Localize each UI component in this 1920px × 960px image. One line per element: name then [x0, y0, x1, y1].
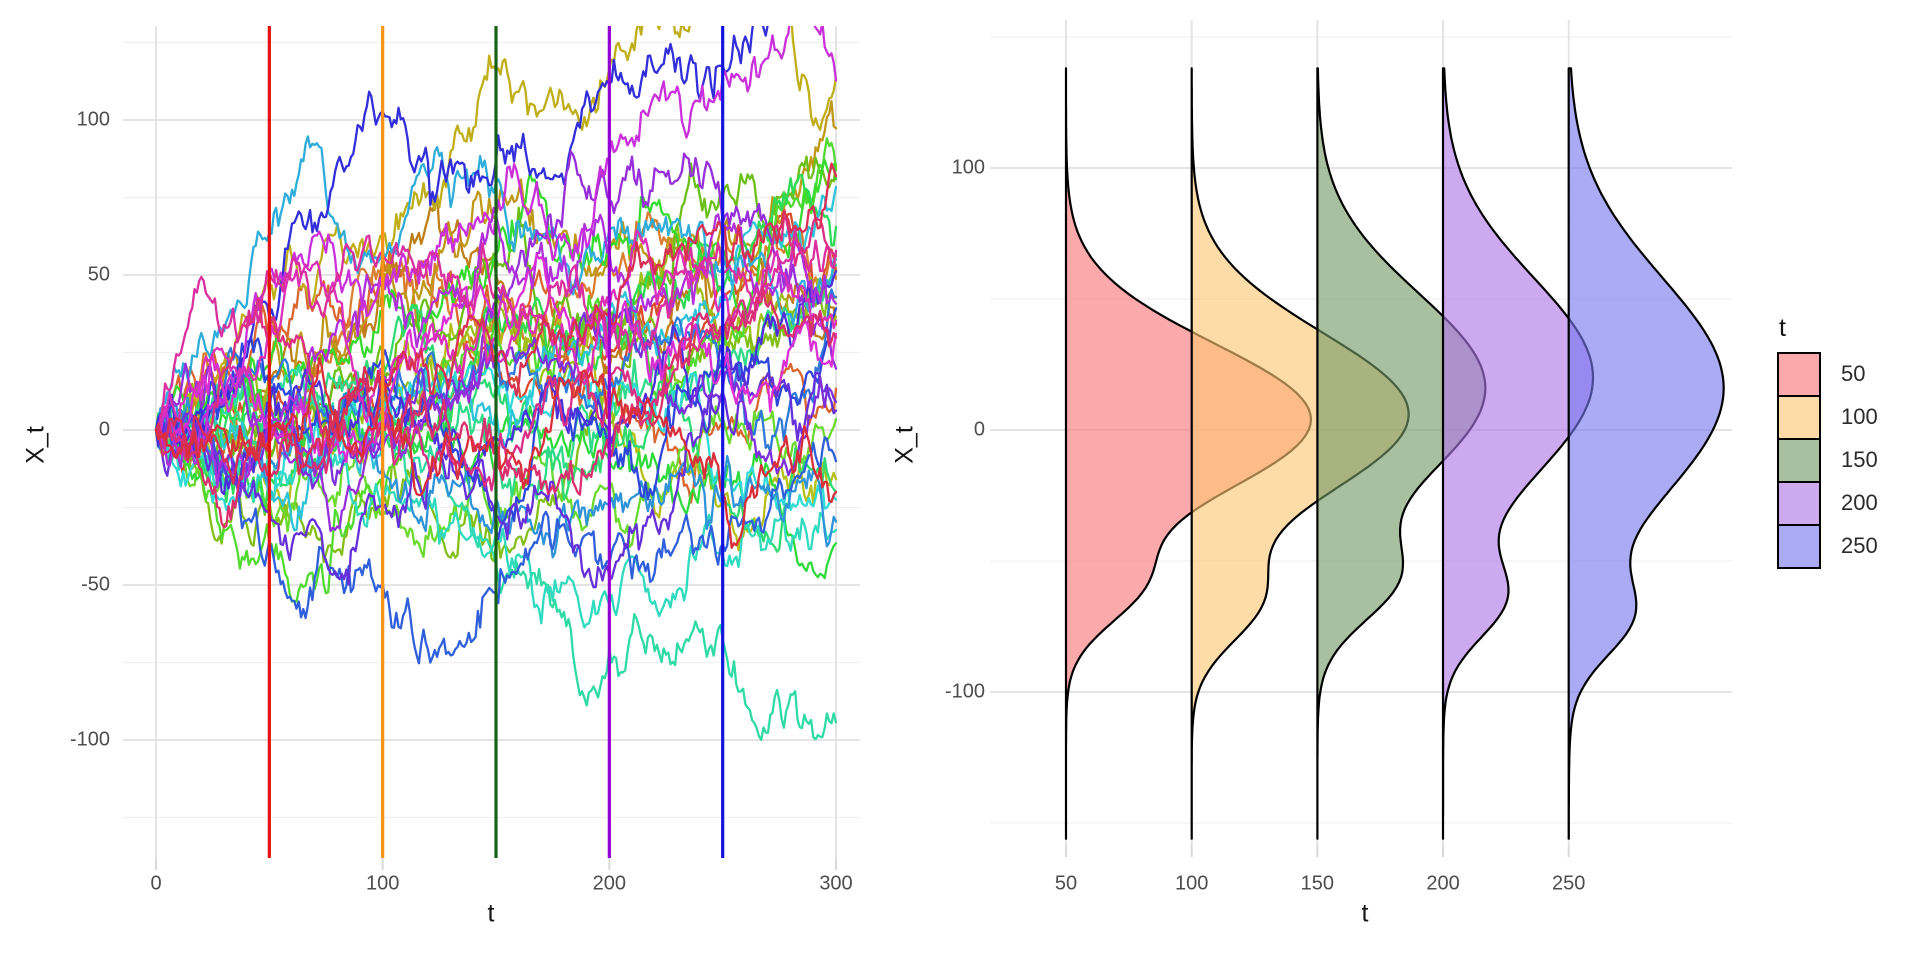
left-x-tick-label: 300	[819, 872, 853, 895]
right-y-tick-label: 0	[973, 418, 985, 441]
right-x-axis-title: t	[1361, 899, 1369, 928]
left-y-tick-label: 0	[98, 418, 110, 441]
legend-swatch	[1777, 481, 1821, 526]
legend: t 50 100 150 200 250	[1777, 314, 1878, 569]
legend-entry-label: 50	[1841, 360, 1866, 386]
legend-swatch	[1777, 524, 1821, 569]
right-y-tick-label: 100	[951, 156, 985, 179]
legend-entry: 150	[1777, 438, 1878, 483]
left-y-tick-label: 50	[87, 263, 110, 286]
right-x-tick-label: 200	[1426, 872, 1460, 895]
legend-title: t	[1779, 314, 1786, 342]
right-y-tick-label: -100	[944, 680, 985, 703]
legend-entries: 50 100 150 200 250	[1777, 352, 1878, 569]
left-x-axis-title: t	[487, 899, 495, 928]
left-x-tick-label: 0	[150, 872, 162, 895]
density-ridge-t-250	[1567, 67, 1725, 840]
legend-entry-label: 100	[1841, 403, 1878, 429]
legend-entry-label: 150	[1841, 446, 1878, 472]
right-x-tick-label: 100	[1174, 872, 1209, 895]
density-ridge-t-200	[1441, 67, 1595, 840]
left-x-tick-label: 200	[592, 872, 627, 895]
right-x-tick-label: 250	[1552, 872, 1586, 895]
legend-swatch	[1777, 352, 1821, 397]
legend-entry: 50	[1777, 352, 1878, 397]
legend-entry: 100	[1777, 395, 1878, 440]
legend-swatch	[1777, 438, 1821, 483]
density-ridges-layer	[1064, 67, 1725, 840]
left-y-tick-label: 100	[76, 108, 110, 131]
left-x-tick-label: 100	[365, 872, 400, 895]
left-y-axis-title: X_t	[21, 426, 50, 464]
right-x-tick-label: 50	[1054, 872, 1078, 895]
left-y-tick-label: -100	[69, 728, 110, 751]
right-y-axis-title: X_t	[890, 426, 919, 464]
legend-entry-label: 250	[1841, 532, 1878, 558]
legend-entry-label: 200	[1841, 489, 1878, 515]
left-y-tick-label: -50	[81, 573, 110, 596]
right-x-tick-label: 150	[1300, 872, 1335, 895]
legend-entry: 250	[1777, 524, 1878, 569]
legend-entry: 200	[1777, 481, 1878, 526]
legend-swatch	[1777, 395, 1821, 440]
